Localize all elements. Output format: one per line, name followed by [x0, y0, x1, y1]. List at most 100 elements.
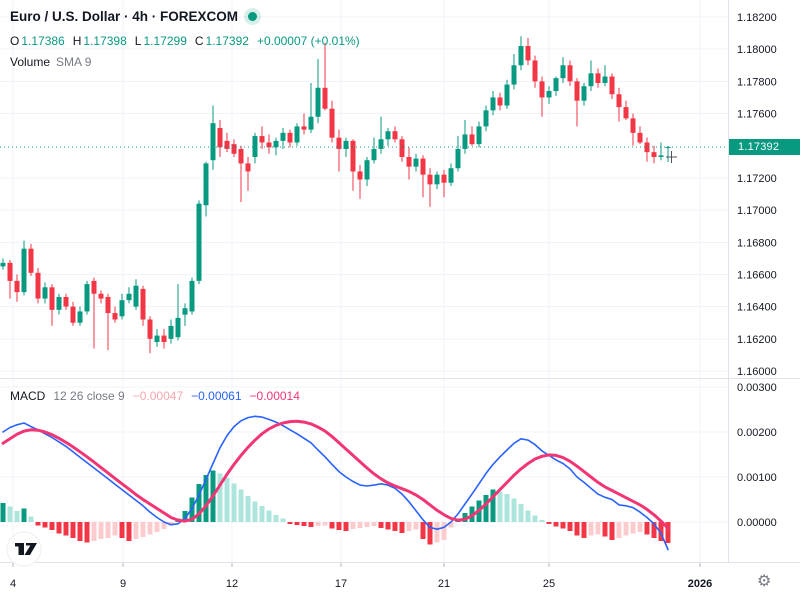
volume-sma-label: SMA 9	[56, 55, 92, 69]
candle-body	[0, 262, 6, 267]
candle-body	[182, 308, 188, 315]
macd-label: MACD	[10, 389, 46, 403]
macd-histogram-bar	[308, 522, 314, 527]
candle-body	[126, 293, 132, 301]
macd-histogram-bar	[609, 522, 615, 540]
candle-body	[539, 81, 545, 98]
candle-body	[560, 65, 566, 79]
open-value: 1.17386	[21, 33, 65, 48]
axis-labels[interactable]: 1.18200 1.18000 1.17800 1.17600 1.17200 1.170…	[10, 12, 777, 590]
candle-body	[119, 300, 125, 317]
candle-body	[35, 272, 41, 299]
candle-body	[105, 296, 111, 314]
candle-body	[364, 160, 370, 180]
price-axis-label: 1.17200	[737, 173, 777, 185]
macd-histogram-bar	[7, 506, 13, 522]
candle-body	[224, 140, 230, 149]
candle-body	[630, 118, 636, 133]
candle-body	[595, 73, 601, 83]
candle-body	[413, 158, 419, 167]
candle-body	[196, 203, 202, 281]
macd-histogram-bar	[371, 522, 377, 527]
macd-histogram-bar	[434, 522, 440, 543]
last-price-badge[interactable]: 1.17392	[729, 139, 800, 155]
candle-body	[546, 91, 552, 98]
macd-histogram-bar	[154, 522, 160, 532]
macd-histogram-bar	[602, 522, 608, 537]
candle-body	[308, 116, 314, 130]
macd-histogram-bar	[560, 522, 566, 529]
candle-body	[161, 335, 167, 343]
price-axis-label: 1.16800	[737, 237, 777, 249]
price-axis-label: 1.18000	[737, 44, 777, 56]
macd-histogram-bar	[637, 522, 643, 532]
candle-body	[553, 78, 559, 92]
macd-histogram-bar	[280, 518, 286, 522]
candle-body	[651, 152, 657, 157]
symbol-title[interactable]: Euro / U.S. Dollar · 4h · FOREXCOM	[10, 8, 239, 24]
price-axis-label: 1.17000	[737, 205, 777, 217]
price-axis-label: 1.16600	[737, 269, 777, 281]
macd-axis-label: 0.00200	[737, 427, 777, 439]
macd-indicator-row[interactable]: MACD 12 26 close 9 −0.00047 −0.00061 −0.…	[10, 389, 300, 403]
macd-histogram-bar	[658, 522, 664, 541]
macd-histogram-bar	[504, 494, 510, 522]
macd-histogram-bar	[273, 514, 279, 522]
time-axis-label: 4	[10, 578, 16, 590]
price-axis-label: 1.16200	[737, 334, 777, 346]
price-axis-label: 1.16000	[737, 366, 777, 378]
candle-body	[329, 108, 335, 138]
macd-histogram-bar	[49, 522, 55, 531]
candle-body	[392, 131, 398, 140]
candle-body	[245, 163, 251, 172]
candle-body	[644, 142, 650, 153]
market-status-dot[interactable]	[248, 11, 258, 21]
candle-body	[658, 155, 664, 157]
macd-histogram-bar	[336, 522, 342, 531]
candle-body	[98, 293, 104, 299]
gear-icon[interactable]: ⚙	[757, 571, 771, 590]
candle-body	[21, 248, 27, 293]
tradingview-logo[interactable]	[6, 531, 42, 567]
macd-histogram-bar	[511, 498, 517, 522]
candle-body	[49, 287, 55, 310]
time-axis-label: 12	[226, 578, 238, 590]
candle-body	[532, 60, 538, 82]
candle-body	[378, 139, 384, 149]
low-label: L	[134, 33, 142, 48]
macd-histogram-bar	[266, 510, 272, 522]
candle-body	[448, 168, 454, 183]
candle-body	[427, 174, 433, 185]
macd-histogram-bar	[553, 522, 559, 527]
candle-body	[490, 97, 496, 111]
candle-body	[189, 280, 195, 312]
candle-body	[7, 262, 13, 281]
macd-lines	[1, 415, 670, 551]
candle-body	[420, 158, 426, 175]
macd-histogram-bar	[70, 522, 76, 538]
macd-histogram-bar	[357, 522, 363, 528]
macd-histogram-bar	[287, 522, 293, 524]
candle-body	[511, 65, 517, 85]
candle-body	[623, 107, 629, 119]
macd-histogram-bar	[28, 516, 34, 522]
candle-body	[441, 174, 447, 183]
ohlc-row: O 1.17386 H 1.17398 L 1.17299 C 1.17392 +0.0…	[10, 33, 360, 48]
candle-body	[637, 132, 643, 143]
macd-histogram-bar	[14, 510, 20, 522]
volume-indicator-row[interactable]: Volume SMA 9	[10, 55, 360, 70]
macd-histogram-bar	[546, 522, 552, 524]
time-axis-label: 25	[543, 578, 555, 590]
macd-histogram-bar	[231, 483, 237, 522]
settings-gear-icon[interactable]: ⚙	[757, 571, 771, 590]
macd-signal-line	[1, 419, 670, 530]
macd-histogram-bar	[385, 522, 391, 530]
macd-histogram-bar	[392, 522, 398, 531]
macd-histogram-bar	[581, 522, 587, 538]
candle-body	[616, 94, 622, 108]
macd-histogram-bar	[42, 522, 48, 528]
macd-histogram-bar	[301, 522, 307, 527]
macd-histogram-bar	[294, 522, 300, 526]
candle-body	[497, 97, 503, 106]
